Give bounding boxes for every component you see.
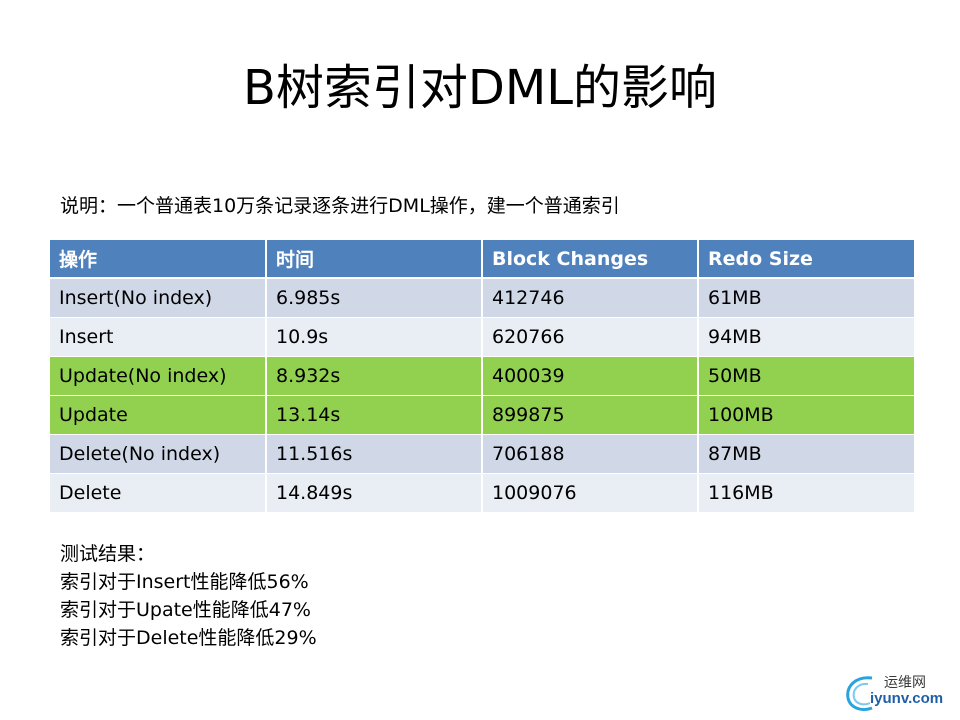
cell-operation: Update(No index) — [50, 356, 267, 396]
result-line-insert: 索引对于Insert性能降低56% — [60, 571, 309, 593]
cell-redo-size: 50MB — [698, 356, 914, 396]
cell-operation: Delete(No index) — [50, 434, 267, 474]
cell-block-changes: 1009076 — [482, 473, 699, 513]
results-table: 操作 时间 Block Changes Redo Size Insert(No … — [50, 240, 914, 513]
column-header-operation: 操作 — [50, 240, 267, 279]
test-results: 测试结果： 索引对于Insert性能降低56% 索引对于Upate性能降低47%… — [60, 540, 317, 652]
description-text: 说明：一个普通表10万条记录逐条进行DML操作，建一个普通索引 — [60, 195, 620, 217]
table-row: Insert 10.9s 620766 94MB — [50, 317, 914, 357]
cell-operation: Insert — [50, 317, 267, 357]
result-line-delete: 索引对于Delete性能降低29% — [60, 627, 317, 649]
watermark-top-text: 运维网 — [884, 675, 926, 691]
cell-redo-size: 61MB — [698, 278, 914, 318]
cell-block-changes: 412746 — [482, 278, 699, 318]
cell-operation: Delete — [50, 473, 267, 513]
cell-block-changes: 400039 — [482, 356, 699, 396]
cell-operation: Update — [50, 395, 267, 435]
cell-time: 14.849s — [266, 473, 483, 513]
cell-redo-size: 87MB — [698, 434, 914, 474]
cell-operation: Insert(No index) — [50, 278, 267, 318]
watermark-logo: 运维网 iyunv.com — [842, 670, 952, 714]
table-row: Delete(No index) 11.516s 706188 87MB — [50, 434, 914, 474]
table-row: Delete 14.849s 1009076 116MB — [50, 473, 914, 513]
cell-block-changes: 620766 — [482, 317, 699, 357]
result-line-update: 索引对于Upate性能降低47% — [60, 599, 311, 621]
cell-block-changes: 899875 — [482, 395, 699, 435]
cell-time: 13.14s — [266, 395, 483, 435]
cell-redo-size: 116MB — [698, 473, 914, 513]
cell-time: 8.932s — [266, 356, 483, 396]
slide-title: B树索引对DML的影响 — [242, 60, 718, 116]
results-heading: 测试结果： — [60, 543, 156, 565]
cell-time: 10.9s — [266, 317, 483, 357]
cell-time: 6.985s — [266, 278, 483, 318]
table-header-row: 操作 时间 Block Changes Redo Size — [50, 240, 914, 279]
column-header-block-changes: Block Changes — [482, 240, 699, 279]
table-row-highlighted: Update(No index) 8.932s 400039 50MB — [50, 356, 914, 396]
cell-time: 11.516s — [266, 434, 483, 474]
cell-redo-size: 94MB — [698, 317, 914, 357]
table-row-highlighted: Update 13.14s 899875 100MB — [50, 395, 914, 435]
table-row: Insert(No index) 6.985s 412746 61MB — [50, 278, 914, 318]
logo-swirl-icon — [846, 676, 873, 712]
cell-redo-size: 100MB — [698, 395, 914, 435]
column-header-time: 时间 — [266, 240, 483, 279]
watermark-bottom-text: iyunv.com — [870, 690, 944, 707]
column-header-redo-size: Redo Size — [698, 240, 914, 279]
cell-block-changes: 706188 — [482, 434, 699, 474]
